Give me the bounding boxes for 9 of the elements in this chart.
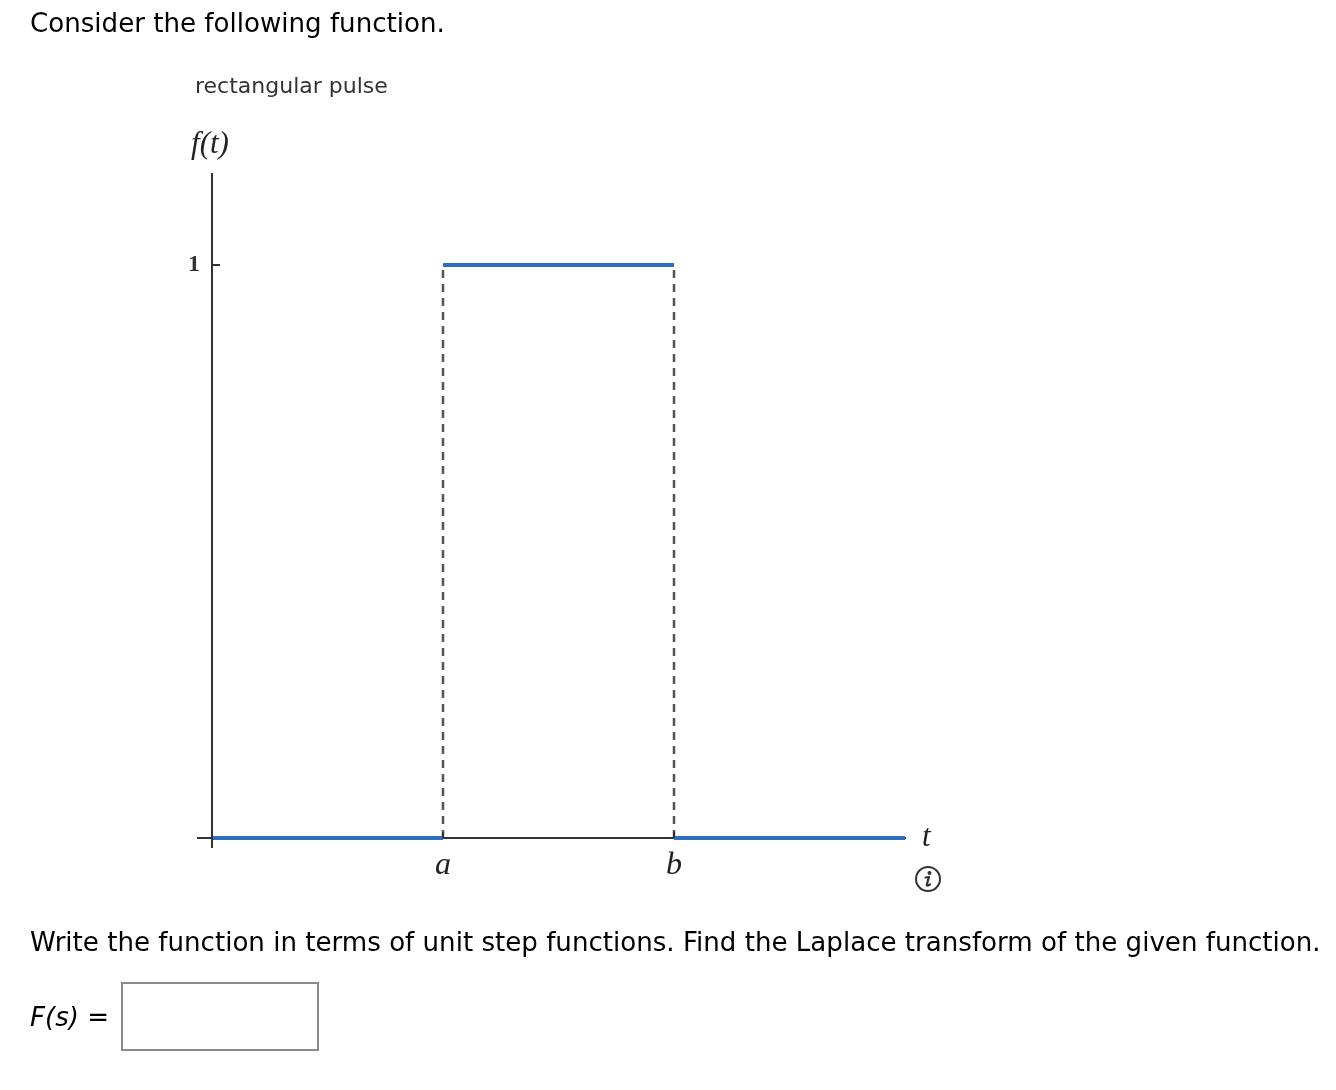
y-axis-title: f(t) <box>191 125 229 161</box>
text: F(s) = <box>30 1002 110 1033</box>
x-tick-label: a <box>435 844 451 881</box>
text: Write the function in terms of unit step functions. Find the Laplace transform of the given function. <box>30 927 1321 958</box>
text: 1 <box>188 250 200 277</box>
chart-title: rectangular pulse <box>195 72 388 98</box>
x-axis-title: t <box>922 818 932 854</box>
x-tick-label: b <box>666 844 682 881</box>
text: Consider the following function. <box>30 8 445 39</box>
